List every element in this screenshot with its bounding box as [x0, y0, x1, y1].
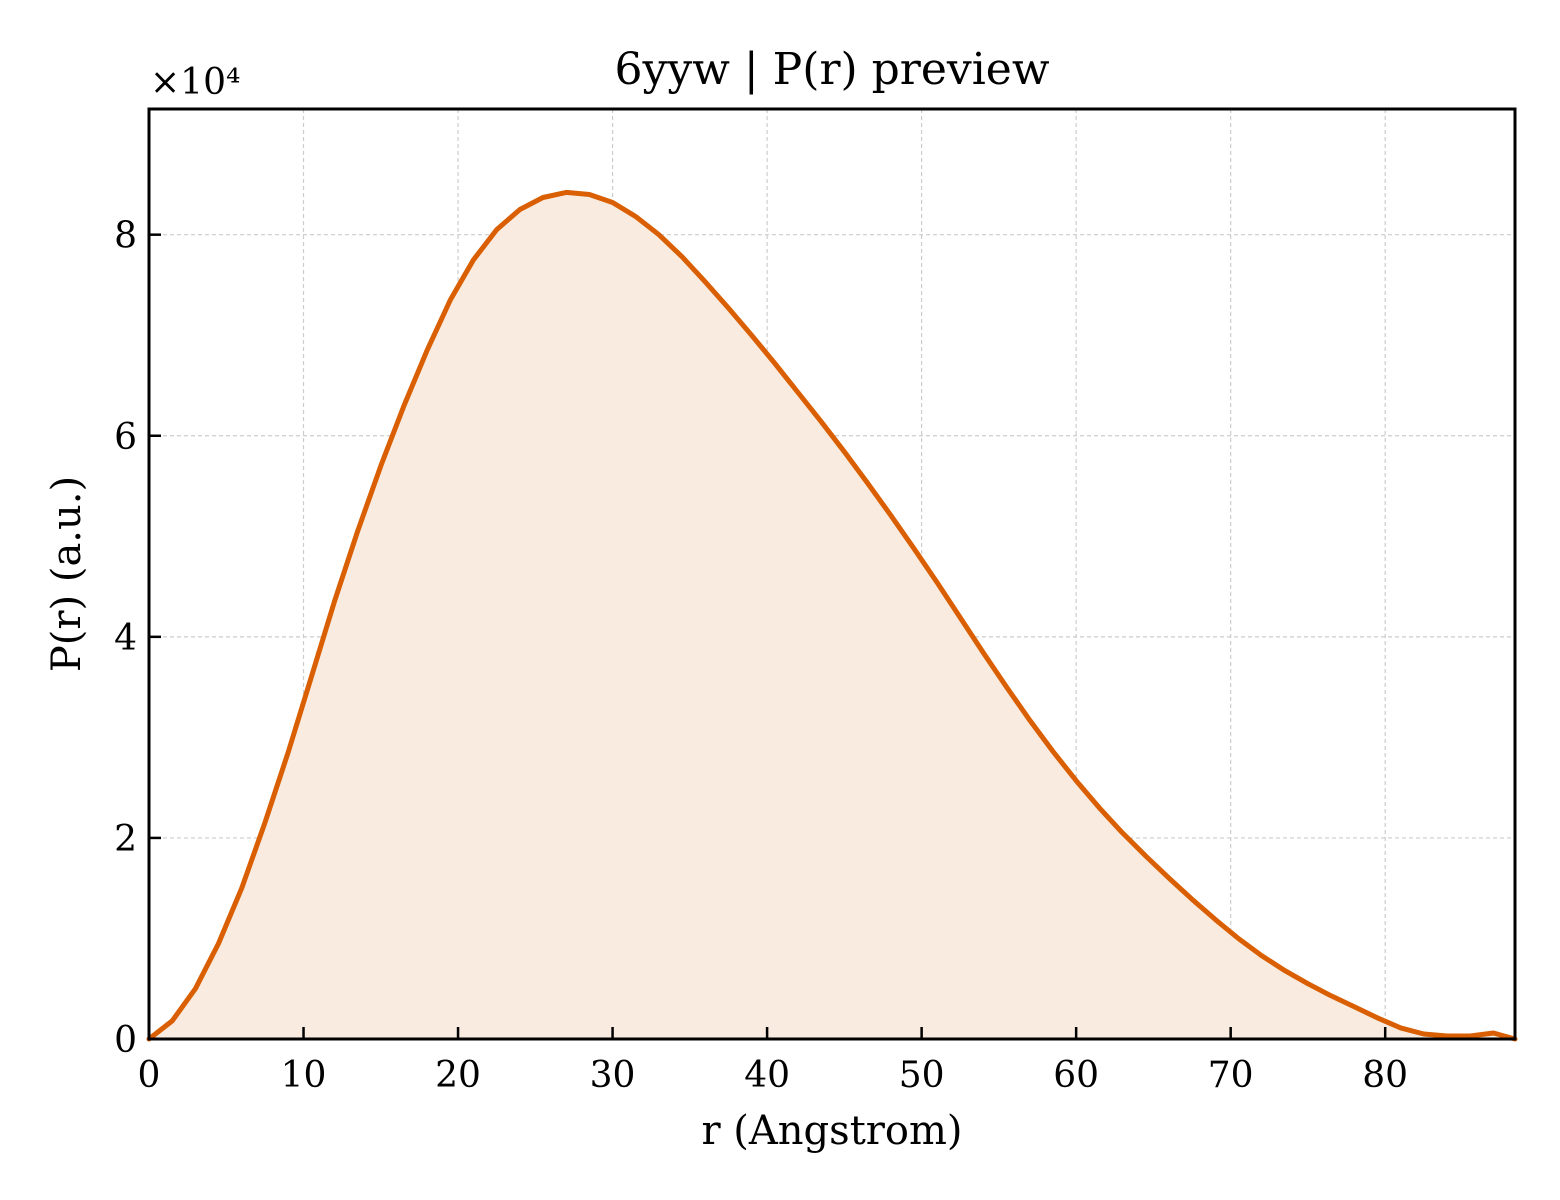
y-tick-label: 4 — [114, 618, 137, 659]
x-tick-label: 50 — [899, 1055, 945, 1096]
chart-title: 6yyw | P(r) preview — [615, 44, 1050, 95]
y-offset-label: ×10⁴ — [150, 62, 240, 103]
axis-ticks: 0 10 20 30 40 50 60 70 80 0 2 4 6 8 — [114, 216, 1408, 1096]
x-tick-label: 40 — [744, 1055, 790, 1096]
series-layer — [146, 189, 1518, 1042]
y-tick-label: 0 — [114, 1020, 137, 1061]
plot-frame — [147, 107, 1517, 1041]
y-axis-label: P(r) (a.u.) — [44, 476, 90, 672]
x-tick-label: 10 — [281, 1055, 327, 1096]
x-tick-label: 60 — [1053, 1055, 1099, 1096]
x-tick-label: 20 — [435, 1055, 481, 1096]
y-tick-label: 2 — [114, 819, 137, 860]
x-axis-label: r (Angstrom) — [701, 1108, 962, 1154]
pr-area-fill — [149, 192, 1515, 1039]
x-tick-label: 0 — [138, 1055, 161, 1096]
x-tick-label: 80 — [1362, 1055, 1408, 1096]
y-tick-label: 8 — [114, 216, 137, 257]
x-tick-label: 70 — [1208, 1055, 1254, 1096]
x-tick-label: 30 — [590, 1055, 636, 1096]
pr-curve-line — [146, 189, 1518, 1042]
y-tick-label: 6 — [114, 417, 137, 458]
